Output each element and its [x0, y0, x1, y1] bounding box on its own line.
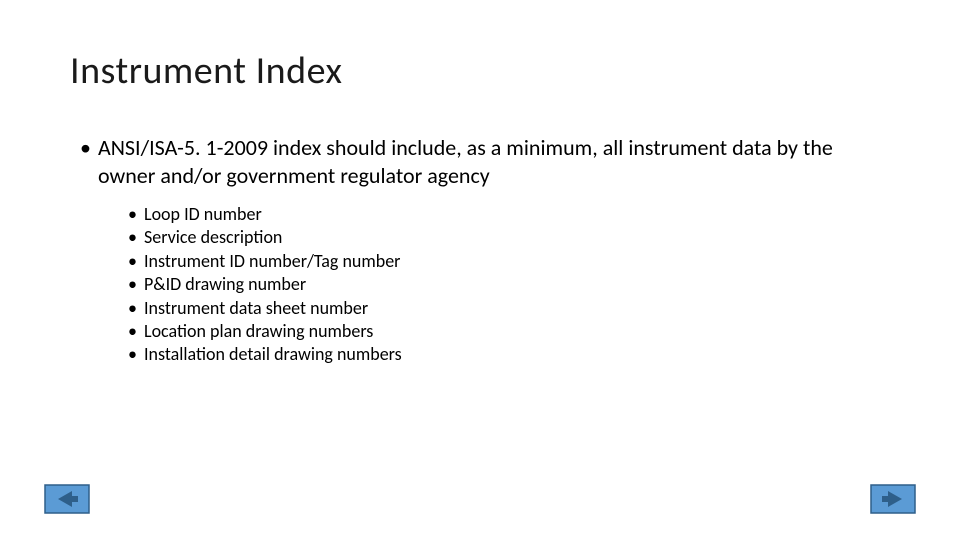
sub-bullet-text: P&ID drawing number	[144, 273, 306, 296]
bullet-dot: •	[128, 250, 144, 273]
bullet-dot: •	[128, 343, 144, 366]
prev-button[interactable]	[44, 484, 90, 514]
sub-bullet-text: Instrument data sheet number	[144, 297, 368, 320]
sub-bullet-text: Loop ID number	[144, 203, 262, 226]
sub-bullet: • Installation detail drawing numbers	[128, 343, 890, 366]
sub-bullet-text: Service description	[144, 226, 282, 249]
sub-bullet: • P&ID drawing number	[128, 273, 890, 296]
arrow-left-icon	[44, 484, 90, 514]
main-bullet: • ANSI/ISA-5. 1-2009 index should includ…	[80, 134, 890, 189]
sub-bullet-list: • Loop ID number • Service description •…	[128, 203, 890, 367]
sub-bullet-text: Location plan drawing numbers	[144, 320, 373, 343]
sub-bullet: • Location plan drawing numbers	[128, 320, 890, 343]
sub-bullet: • Instrument ID number/Tag number	[128, 250, 890, 273]
bullet-dot: •	[128, 273, 144, 296]
bullet-dot: •	[128, 320, 144, 343]
arrow-right-icon	[870, 484, 916, 514]
main-bullet-text: ANSI/ISA-5. 1-2009 index should include,…	[98, 134, 890, 189]
sub-bullet-text: Instrument ID number/Tag number	[144, 250, 400, 273]
sub-bullet: • Service description	[128, 226, 890, 249]
bullet-dot: •	[128, 297, 144, 320]
bullet-dot: •	[80, 134, 98, 162]
slide-title: Instrument Index	[70, 48, 890, 94]
next-button[interactable]	[870, 484, 916, 514]
nav-buttons	[0, 484, 960, 514]
bullet-dot: •	[128, 203, 144, 226]
slide: Instrument Index • ANSI/ISA-5. 1-2009 in…	[0, 0, 960, 540]
sub-bullet: • Instrument data sheet number	[128, 297, 890, 320]
sub-bullet: • Loop ID number	[128, 203, 890, 226]
bullet-dot: •	[128, 226, 144, 249]
sub-bullet-text: Installation detail drawing numbers	[144, 343, 402, 366]
